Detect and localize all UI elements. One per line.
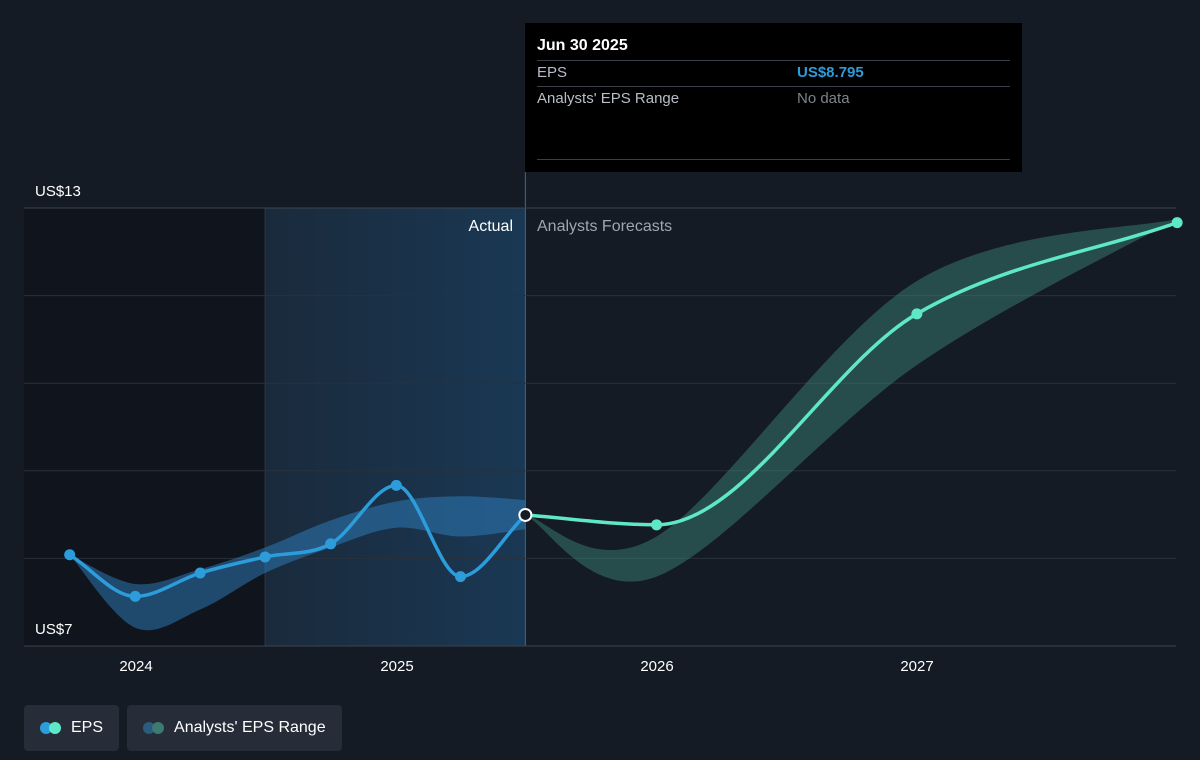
eps-actual-point: [259, 551, 271, 563]
x-tick-label-2026: 2026: [640, 658, 673, 675]
legend-dot-range-forecast: [152, 722, 165, 734]
tooltip-eps-value: US$8.795: [797, 64, 864, 81]
tooltip-range-value: No data: [797, 90, 850, 107]
eps-range-legend-icon: [143, 722, 165, 734]
legend-dot-eps-forecast: [49, 722, 61, 734]
eps-forecast-point: [651, 519, 663, 531]
legend-item-eps-range[interactable]: Analysts' EPS Range: [127, 705, 342, 751]
actual-region-label: Actual: [469, 218, 513, 235]
y-tick-label-bottom: US$7: [35, 621, 73, 638]
eps-range-band-actual: [69, 496, 526, 631]
eps-actual-point: [325, 538, 337, 550]
recent-period-highlight: [265, 208, 526, 646]
eps-actual-point: [454, 571, 466, 583]
x-tick-label-2024: 2024: [119, 658, 152, 675]
eps-current-point: [518, 507, 533, 522]
eps-forecast-line: [523, 220, 1179, 527]
eps-forecast-point: [1171, 217, 1183, 229]
eps-legend-icon: [40, 722, 61, 734]
tooltip-row-eps: EPS US$8.795: [537, 60, 1010, 86]
legend-item-eps[interactable]: EPS: [24, 705, 120, 751]
eps-actual-point: [194, 567, 206, 579]
chart-legend: EPS Analysts' EPS Range: [24, 705, 342, 751]
tooltip-eps-label: EPS: [537, 64, 568, 81]
x-tick-label-2025: 2025: [380, 658, 413, 675]
eps-forecast-point: [911, 308, 923, 320]
forecast-region-label: Analysts Forecasts: [537, 218, 672, 235]
tooltip-date: Jun 30 2025: [537, 37, 628, 54]
tooltip-divider: [537, 159, 1010, 160]
legend-label-eps-range: Analysts' EPS Range: [174, 719, 326, 736]
legend-label-eps: EPS: [71, 719, 104, 736]
tooltip-row-range: Analysts' EPS Range No data: [537, 86, 1010, 112]
tooltip-range-label: Analysts' EPS Range: [537, 90, 680, 107]
hover-tooltip: Jun 30 2025 EPS US$8.795 Analysts' EPS R…: [525, 23, 1022, 172]
x-tick-label-2027: 2027: [900, 658, 933, 675]
eps-actual-point: [129, 590, 141, 602]
eps-actual-point: [390, 479, 402, 491]
y-tick-label-top: US$13: [35, 183, 81, 200]
eps-actual-point: [64, 549, 76, 561]
eps-range-band-forecast: [525, 218, 1178, 582]
